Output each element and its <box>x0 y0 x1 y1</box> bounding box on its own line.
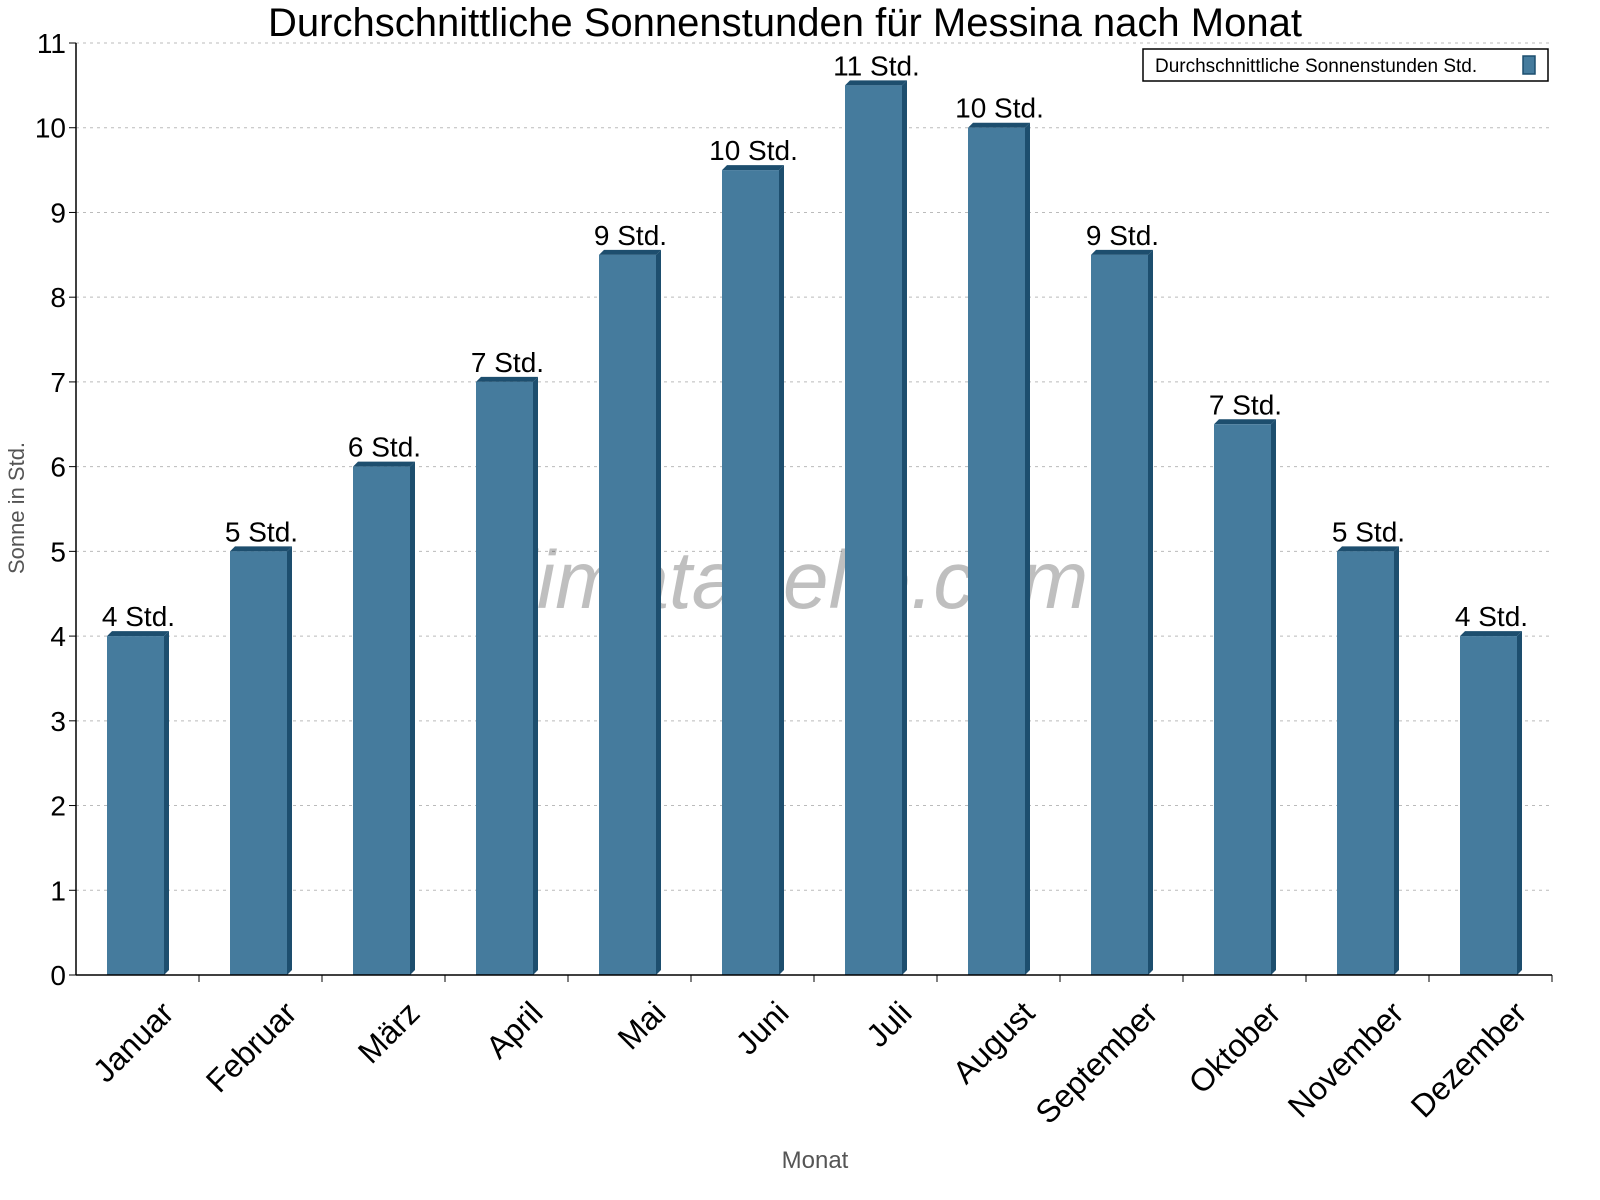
data-label: 6 Std. <box>348 432 421 463</box>
bar-juni <box>722 170 779 975</box>
x-tick-label: Januar <box>86 994 181 1089</box>
bars: 4 Std. 5 Std. 6 Std. 7 Std. 9 Std. 10 Std. 11 … <box>102 50 1528 976</box>
bar-top <box>722 165 784 171</box>
x-tick-label: September <box>1028 994 1164 1130</box>
bar-top <box>968 122 1030 128</box>
y-tick-label: 5 <box>50 536 66 567</box>
bar-top <box>1214 419 1276 425</box>
data-label: 10 Std. <box>709 135 798 166</box>
bar-februar <box>230 551 287 975</box>
bar-side <box>1271 419 1276 976</box>
bar-top <box>353 461 415 467</box>
y-tick-label: 10 <box>35 113 66 144</box>
bar-side <box>1025 122 1030 975</box>
y-axis-label: Sonne in Std. <box>4 442 29 574</box>
bar-mai <box>599 254 656 975</box>
x-tick-label: Mai <box>611 995 673 1057</box>
y-tick-label: 7 <box>50 367 66 398</box>
chart-title: Durchschnittliche Sonnenstunden für Mess… <box>268 1 1302 45</box>
data-label: 4 Std. <box>102 601 175 632</box>
bar-side <box>164 631 169 975</box>
x-tick-label: August <box>946 995 1042 1091</box>
y-tick-label: 1 <box>50 875 66 906</box>
bar-side <box>656 249 661 975</box>
legend: Durchschnittliche Sonnenstunden Std. <box>1142 48 1549 82</box>
y-tick-label: 11 <box>37 28 66 59</box>
bar-januar <box>107 636 164 975</box>
bar-juli <box>845 85 902 975</box>
bar-top <box>1460 631 1522 637</box>
y-tick-label: 4 <box>50 621 66 652</box>
bar-top <box>476 376 538 382</box>
gridlines <box>76 42 1552 891</box>
legend-label: Durchschnittliche Sonnenstunden Std. <box>1155 56 1477 77</box>
data-label: 4 Std. <box>1455 601 1528 632</box>
bar-top <box>230 546 292 552</box>
x-axis-label: Monat <box>782 1147 849 1174</box>
bar-side <box>1517 631 1522 975</box>
x-tick-label: März <box>351 995 427 1071</box>
data-label: 7 Std. <box>1209 389 1282 420</box>
x-tick-label: Oktober <box>1182 994 1288 1100</box>
bar-top <box>599 249 661 255</box>
x-tick-label: Juni <box>729 995 796 1062</box>
y-tick-label: 2 <box>50 791 66 822</box>
bar-september <box>1091 254 1148 975</box>
bar-side <box>533 376 538 976</box>
bar-oktober <box>1214 424 1271 976</box>
bar-top <box>1091 249 1153 255</box>
bar-side <box>1394 546 1399 975</box>
y-tick-label: 6 <box>50 452 66 483</box>
x-tick-label: Februar <box>199 994 304 1099</box>
data-label: 9 Std. <box>1086 220 1159 251</box>
bar-side <box>287 546 292 975</box>
bar-dezember <box>1460 636 1517 975</box>
bar-side <box>779 165 784 975</box>
bar-side <box>410 461 415 975</box>
x-tick-label: Dezember <box>1404 994 1534 1124</box>
bar-side <box>902 80 907 975</box>
y-tick-label: 8 <box>50 282 66 313</box>
y-tick-label: 9 <box>50 197 66 228</box>
data-label: 5 Std. <box>1332 516 1405 547</box>
legend-swatch <box>1522 55 1536 75</box>
bar-top <box>107 631 169 637</box>
bar-april <box>476 381 533 976</box>
data-label: 11 Std. <box>833 50 920 81</box>
y-tick-label: 3 <box>50 706 66 737</box>
data-label: 10 Std. <box>955 93 1044 124</box>
bar-november <box>1337 551 1394 975</box>
x-tick-label: April <box>479 995 550 1066</box>
bar-märz <box>353 466 410 975</box>
data-label: 7 Std. <box>471 347 544 378</box>
bar-side <box>1148 249 1153 975</box>
data-label: 9 Std. <box>594 220 667 251</box>
bar-august <box>968 127 1025 975</box>
x-tick-label: Juli <box>859 995 918 1054</box>
data-label: 5 Std. <box>225 516 298 547</box>
bar-top <box>1337 546 1399 552</box>
bar-top <box>845 80 907 86</box>
y-tick-label: 0 <box>50 960 66 991</box>
x-tick-label: November <box>1281 994 1411 1124</box>
